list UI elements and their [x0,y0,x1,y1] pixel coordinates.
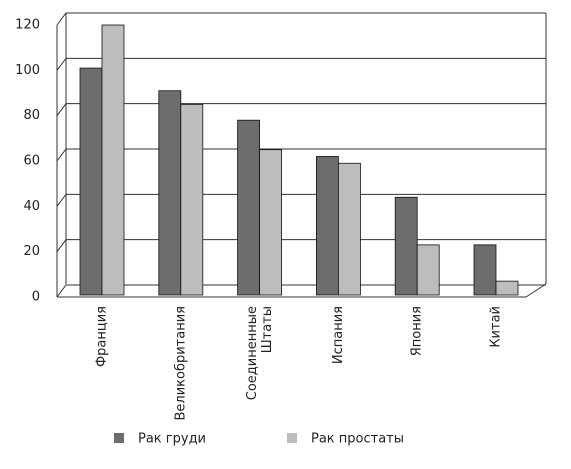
bar [337,162,361,296]
grid-line [56,284,546,298]
y-tick-label: 120 [15,18,40,33]
y-tick-label: 80 [23,108,40,123]
bar [158,90,182,296]
bar [180,103,204,296]
bar [394,196,418,296]
legend-label: Рак простаты [311,432,404,447]
y-tick-label: 40 [23,199,40,214]
bar [237,119,261,296]
grid-line [56,193,546,207]
grid-line [56,148,546,162]
bar [416,244,440,296]
y-tick-label: 100 [15,63,40,78]
x-tick-label: Китай [489,306,504,348]
grid-line [56,239,546,252]
bar [101,24,125,296]
grid-line [56,12,546,26]
legend-swatch [287,433,297,443]
x-tick-label: Франция [95,306,110,367]
x-tick-label: Испания [331,306,346,364]
bar [315,156,339,296]
bar [495,280,519,296]
y-tick-label: 0 [32,290,40,305]
x-tick-label: Япония [410,306,425,356]
grid-line [56,103,546,116]
bar [259,149,283,296]
x-tick-label: СоединенныеШтаты [245,306,275,400]
x-tick-label: Великобритания [173,306,188,421]
bar [473,244,497,296]
legend-swatch [114,433,124,443]
grid-line [56,57,546,71]
bar [79,67,103,296]
floor-right [525,283,547,298]
y-tick-label: 20 [23,244,40,259]
legend-label: Рак груди [138,432,206,447]
y-tick-label: 60 [23,154,40,169]
